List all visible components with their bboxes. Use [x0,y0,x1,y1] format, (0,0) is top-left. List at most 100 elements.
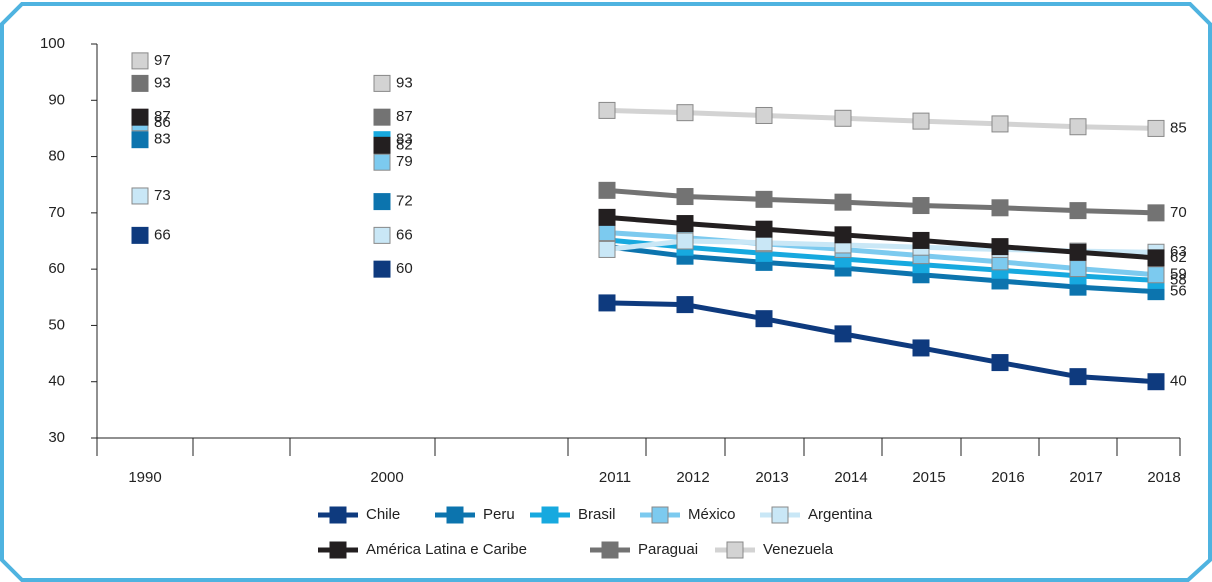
legend-label: Venezuela [763,541,834,558]
data-point [834,193,852,211]
data-label: 87 [396,108,413,125]
data-point [131,108,149,126]
legend-marker [541,506,559,524]
data-point [755,220,773,238]
data-point [373,193,391,211]
legend-marker [446,506,464,524]
data-label: 97 [154,52,171,69]
data-label: 60 [396,260,413,277]
data-point [912,339,930,357]
data-point [1069,260,1087,278]
data-point [1147,266,1165,284]
data-point [373,136,391,154]
data-point [1069,368,1087,386]
data-label: 40 [1170,373,1187,390]
data-point [912,197,930,215]
series-line [606,107,1157,131]
data-point [1147,249,1165,267]
legend-marker [601,541,619,559]
data-point [598,224,616,242]
data-point [1069,202,1087,220]
data-point [131,226,149,244]
legend-label: Paraguai [638,541,698,558]
data-point [373,226,391,244]
legend-label: Chile [366,506,400,523]
x-tick-label: 2018 [1147,469,1180,486]
data-label: 58 [1170,271,1187,288]
data-label: 83 [154,131,171,148]
legend-marker [651,506,669,524]
data-point [912,231,930,249]
data-label: 66 [396,226,413,243]
x-tick-label: 2015 [912,469,945,486]
data-point [755,190,773,208]
data-point [1069,118,1087,136]
data-label: 66 [154,226,171,243]
data-point [676,232,694,250]
legend-label: América Latina e Caribe [366,541,527,558]
data-point [676,188,694,206]
data-label: 72 [396,193,413,210]
y-tick-label: 90 [48,91,65,108]
series-line [606,214,1157,261]
y-tick-label: 100 [40,35,65,52]
data-point [1147,373,1165,391]
data-point [131,74,149,92]
data-label: 87 [154,108,171,125]
x-tick-label: 2013 [755,469,788,486]
data-point [1147,119,1165,137]
x-tick-label: 2011 [599,469,631,486]
data-point [676,104,694,122]
legend-label: México [688,506,736,523]
x-tick-label: 2000 [370,469,403,486]
data-point [598,181,616,199]
data-label: 73 [154,187,171,204]
data-label: 56 [1170,283,1187,300]
y-tick-label: 80 [48,148,65,165]
y-tick-label: 40 [48,373,65,390]
x-tick-label: 2017 [1069,469,1102,486]
series-line [606,300,1157,385]
data-point [991,199,1009,217]
series-line [606,237,1157,283]
data-point [991,238,1009,256]
data-point [991,354,1009,372]
data-point [1147,204,1165,222]
data-label: 59 [1170,266,1187,283]
data-point [373,108,391,126]
data-point [598,208,616,226]
legend-label: Brasil [578,506,616,523]
data-point [676,296,694,314]
x-tick-label: 2016 [991,469,1024,486]
y-tick-label: 70 [48,204,65,221]
data-point [912,112,930,130]
x-tick-label: 2012 [676,469,709,486]
data-point [991,115,1009,133]
legend-marker [726,541,744,559]
series-line [606,187,1157,216]
legend-label: Peru [483,506,515,523]
series-line [606,230,1157,278]
data-label: 86 [154,114,171,131]
data-label: 79 [396,153,413,170]
data-point [598,294,616,312]
data-point [755,310,773,328]
data-point [131,131,149,149]
data-label: 93 [396,74,413,91]
legend-marker [771,506,789,524]
data-label: 85 [1170,119,1187,136]
data-point [598,240,616,258]
y-tick-label: 60 [48,260,65,277]
data-point [373,153,391,171]
data-point [1069,243,1087,261]
data-point [131,52,149,70]
x-tick-label: 1990 [128,469,161,486]
data-point [676,215,694,233]
data-label: 82 [396,136,413,153]
legend-label: Argentina [808,506,873,523]
data-label: 83 [396,131,413,148]
data-label: 93 [154,74,171,91]
data-point [373,260,391,278]
y-tick-label: 50 [48,316,65,333]
